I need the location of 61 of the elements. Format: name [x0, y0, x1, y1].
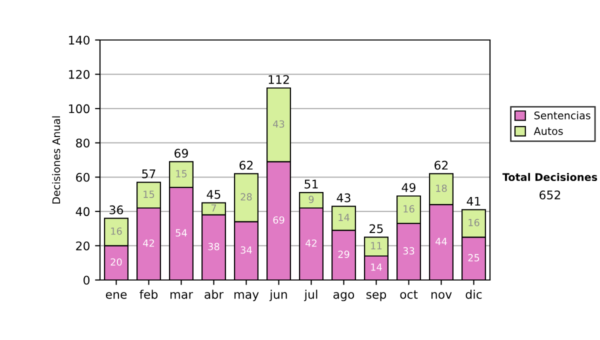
legend-label: Autos	[534, 127, 563, 135]
data-label: 54	[176, 229, 187, 237]
y-tick-label: 60	[76, 172, 90, 182]
y-tick-label: 140	[69, 36, 90, 45]
text: 652	[540, 190, 560, 200]
y-tick-label: 20	[76, 241, 90, 250]
total-label: 45	[206, 190, 220, 199]
total-label: 69	[174, 148, 188, 158]
total-label: 57	[142, 170, 156, 178]
legend-label: Sentencias	[534, 111, 590, 120]
x-tick-label: feb	[140, 290, 158, 299]
data-label: 29	[338, 250, 350, 258]
data-label: 44	[436, 238, 447, 245]
x-tick-label: ago	[333, 292, 354, 302]
data-label: 7	[211, 204, 216, 212]
total-label: 25	[370, 224, 383, 234]
data-label: 11	[371, 242, 382, 250]
total-label: 112	[268, 75, 289, 84]
total-label: 49	[402, 183, 416, 192]
y-tick-label: 40	[76, 207, 90, 216]
x-tick-label: dic	[466, 290, 482, 299]
data-label: 20	[110, 258, 122, 266]
x-tick-label: sep	[366, 292, 386, 302]
x-tick-label: may	[234, 292, 259, 302]
data-label: 15	[176, 170, 187, 178]
total-label: 41	[466, 196, 480, 206]
data-label: 42	[306, 239, 316, 247]
data-label: 33	[403, 247, 414, 255]
x-tick-label: abr	[204, 290, 224, 299]
data-label: 16	[111, 227, 122, 235]
text: Total Decisiones	[502, 172, 598, 182]
data-label: 18	[436, 184, 447, 192]
data-label: 15	[144, 190, 154, 198]
y-axis-title: Decisiones Anual	[52, 116, 60, 204]
data-label: 16	[468, 218, 480, 226]
y-tick-label: 100	[69, 104, 90, 114]
data-label: 38	[208, 242, 220, 250]
data-label: 9	[308, 196, 314, 204]
data-label: 14	[371, 264, 382, 271]
total-label: 36	[110, 205, 124, 214]
data-label: 28	[240, 193, 252, 201]
data-label: 69	[273, 216, 284, 224]
x-tick-label: ene	[106, 292, 127, 299]
data-label: 42	[143, 239, 154, 247]
data-label: 25	[468, 254, 480, 262]
x-tick-label: jun	[269, 290, 287, 302]
x-tick-label: oct	[400, 290, 418, 299]
total-label: 43	[336, 193, 350, 202]
x-tick-label: mar	[170, 292, 194, 299]
y-tick-label: 0	[84, 276, 90, 285]
total-label: 51	[304, 180, 318, 189]
y-tick-label: 120	[69, 70, 90, 79]
data-label: 16	[404, 205, 414, 213]
total-label: 62	[240, 160, 253, 170]
y-tick-label: 80	[76, 138, 90, 148]
x-tick-label: jul	[304, 290, 318, 302]
data-label: 34	[240, 246, 252, 254]
data-label: 14	[338, 214, 350, 221]
total-label: 62	[434, 160, 448, 170]
data-label: 43	[273, 120, 284, 128]
x-tick-label: nov	[431, 292, 452, 299]
